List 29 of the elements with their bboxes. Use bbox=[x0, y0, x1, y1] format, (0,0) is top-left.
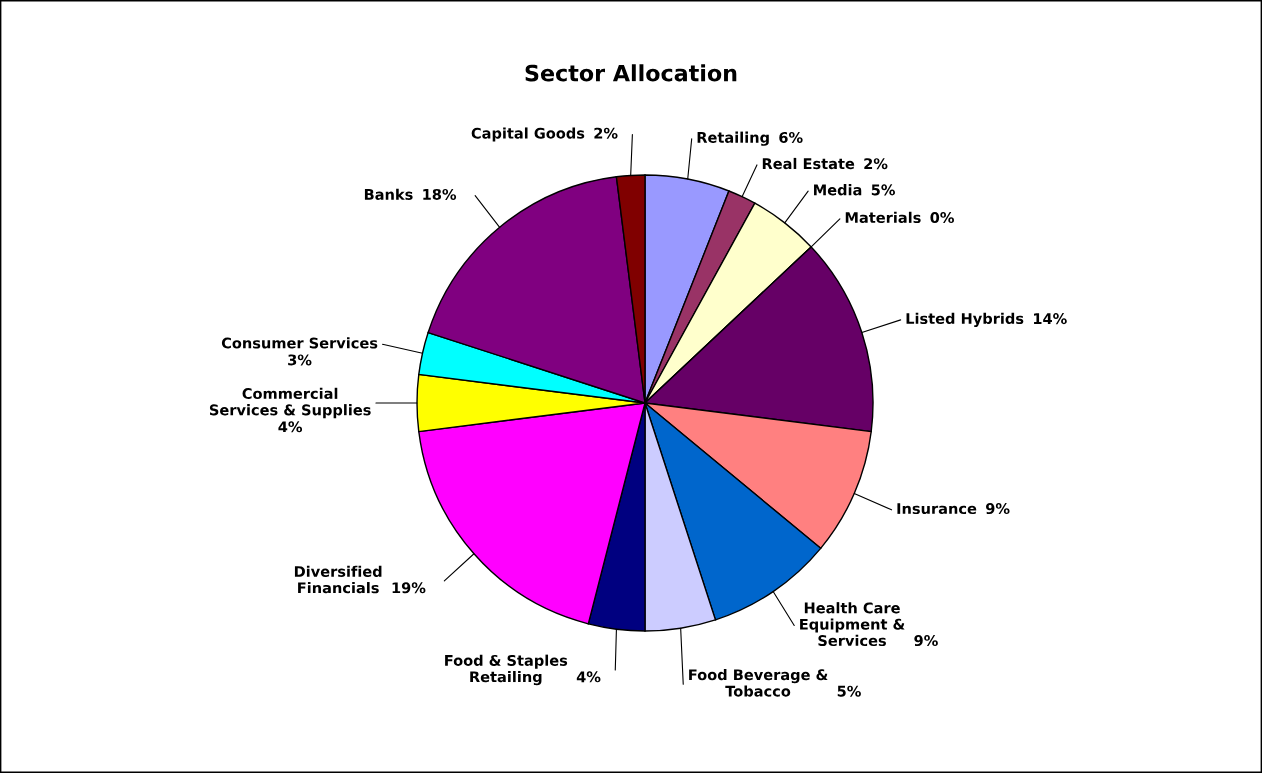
data-label: 4% bbox=[278, 421, 303, 433]
slice-label: Health Care Equipment & Services bbox=[800, 602, 905, 647]
slice-label: Capital Goods bbox=[471, 127, 585, 142]
slice-label: Diversified Financials bbox=[294, 565, 382, 594]
data-label: 3% bbox=[288, 354, 312, 366]
slice-label: Commercial Services & Supplies bbox=[209, 387, 371, 419]
data-label: 2% bbox=[864, 158, 888, 170]
slice-label: Retailing bbox=[697, 131, 769, 146]
slice-label: Real Estate bbox=[762, 157, 855, 170]
data-label: 4% bbox=[576, 671, 601, 683]
data-label: 9% bbox=[914, 635, 938, 647]
data-label: 5% bbox=[871, 184, 895, 196]
slice-label: Food Beverage & Tobacco bbox=[689, 668, 828, 697]
data-label: 19% bbox=[392, 582, 426, 594]
data-label: 9% bbox=[986, 503, 1010, 515]
slice-label: Banks bbox=[364, 188, 413, 200]
category-label: Materials bbox=[845, 211, 921, 224]
slice-label: Listed Hybrids bbox=[906, 312, 1024, 327]
data-label: 6% bbox=[779, 131, 803, 144]
data-label: 14% bbox=[1033, 313, 1067, 325]
data-label: 5% bbox=[837, 685, 861, 697]
data-label: 2% bbox=[594, 127, 618, 139]
text: 0% bbox=[930, 212, 954, 224]
slice-label: Consumer Services bbox=[221, 337, 378, 349]
slice-label: Insurance bbox=[897, 503, 977, 515]
slice-label: Food & Staples Retailing bbox=[445, 654, 568, 686]
chart-title: Sector Allocation bbox=[525, 64, 737, 82]
data-label: 18% bbox=[423, 188, 457, 200]
slice-label: Media bbox=[814, 184, 862, 196]
